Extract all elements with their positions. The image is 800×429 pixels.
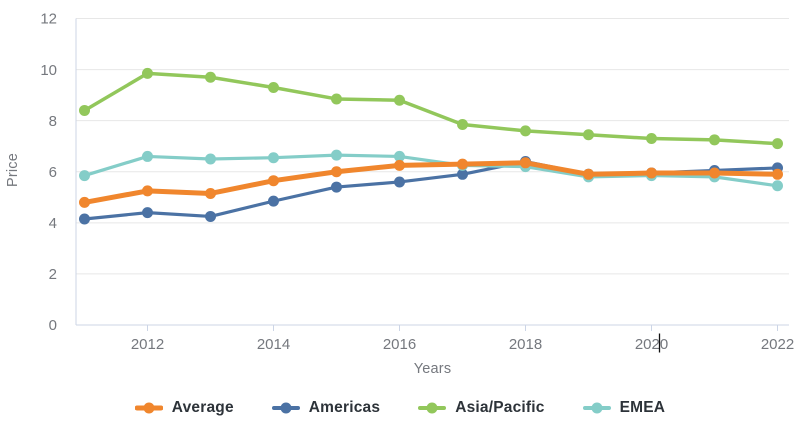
x-tick-label-2016: 2016: [383, 336, 416, 353]
legend-label-average: Average: [171, 399, 234, 416]
data-point-average-2018[interactable]: [520, 157, 531, 169]
y-tick-label-10: 10: [40, 62, 57, 79]
legend-label-americas: Americas: [308, 399, 381, 416]
data-point-asia-pacific-2012[interactable]: [142, 67, 153, 79]
data-point-average-2022[interactable]: [772, 168, 783, 180]
data-point-average-2011[interactable]: [79, 196, 90, 208]
data-point-average-2013[interactable]: [205, 187, 216, 199]
data-point-emea-2012[interactable]: [142, 150, 153, 162]
data-point-average-2012[interactable]: [142, 185, 153, 197]
data-point-asia-pacific-2018[interactable]: [520, 125, 531, 137]
legend-marker-asia-pacific-icon: [418, 402, 447, 414]
legend-item-emea[interactable]: EMEA: [582, 399, 666, 417]
y-tick-label-4: 4: [49, 215, 57, 232]
data-point-emea-2022[interactable]: [772, 180, 783, 192]
series-line-average: [82, 160, 780, 205]
data-point-asia-pacific-2016[interactable]: [394, 94, 405, 106]
data-point-asia-pacific-2013[interactable]: [205, 71, 216, 83]
data-point-average-2017[interactable]: [457, 158, 468, 170]
x-tick-label-2012: 2012: [131, 336, 164, 353]
data-point-asia-pacific-2019[interactable]: [583, 129, 594, 141]
x-tick-label-2018: 2018: [509, 336, 542, 353]
data-point-asia-pacific-2021[interactable]: [709, 134, 720, 146]
series-line-emea: [82, 153, 780, 188]
x-tick-label-2020: 2020: [635, 336, 668, 353]
data-point-asia-pacific-2011[interactable]: [79, 104, 90, 116]
data-point-average-2016[interactable]: [394, 159, 405, 171]
legend-marker-americas-icon: [271, 402, 300, 414]
data-point-emea-2011[interactable]: [79, 170, 90, 182]
legend-marker-emea-icon: [582, 402, 611, 414]
legend-label-asia-pacific: Asia/Pacific: [455, 399, 545, 416]
data-point-americas-2015[interactable]: [331, 181, 342, 193]
y-axis-title: Price: [5, 152, 21, 188]
data-point-asia-pacific-2014[interactable]: [268, 81, 279, 93]
series-line-asia-pacific: [82, 71, 780, 146]
legend-marker-average-icon: [134, 402, 163, 414]
data-point-asia-pacific-2015[interactable]: [331, 93, 342, 105]
data-point-emea-2015[interactable]: [331, 149, 342, 161]
data-point-asia-pacific-2020[interactable]: [646, 133, 657, 145]
chart-plot-area: 0 2 4 6 8 10 12 2012 2014 2016 2018 2020 2022: [40, 11, 794, 353]
legend-label-emea: EMEA: [619, 399, 666, 416]
data-point-americas-2017[interactable]: [457, 168, 468, 180]
data-point-emea-2013[interactable]: [205, 153, 216, 165]
data-point-emea-2014[interactable]: [268, 152, 279, 164]
data-point-americas-2016[interactable]: [394, 176, 405, 188]
x-tick-label-2022: 2022: [761, 336, 794, 353]
y-tick-label-8: 8: [49, 113, 57, 130]
data-point-average-2014[interactable]: [268, 175, 279, 187]
y-tick-label-0: 0: [49, 317, 57, 334]
data-point-average-2021[interactable]: [709, 167, 720, 179]
data-point-americas-2013[interactable]: [205, 210, 216, 222]
data-point-americas-2012[interactable]: [142, 207, 153, 219]
data-point-americas-2011[interactable]: [79, 213, 90, 225]
legend-item-americas[interactable]: Americas: [271, 399, 381, 417]
legend-item-asia-pacific[interactable]: Asia/Pacific: [418, 399, 544, 417]
x-tick-label-2014: 2014: [257, 336, 290, 353]
legend-item-average[interactable]: Average: [134, 399, 234, 417]
y-tick-label-6: 6: [49, 164, 57, 181]
data-point-average-2019[interactable]: [583, 168, 594, 180]
data-point-emea-2016[interactable]: [394, 150, 405, 162]
y-tick-label-2: 2: [49, 266, 57, 283]
data-point-asia-pacific-2017[interactable]: [457, 118, 468, 130]
data-point-average-2020[interactable]: [646, 167, 657, 179]
data-point-americas-2014[interactable]: [268, 195, 279, 207]
chart-legend: Average Americas Asia/Pacific EMEA: [0, 399, 800, 417]
y-tick-label-12: 12: [40, 11, 57, 28]
data-point-asia-pacific-2022[interactable]: [772, 138, 783, 150]
x-axis-title: Years: [413, 361, 452, 377]
data-point-average-2015[interactable]: [331, 166, 342, 178]
